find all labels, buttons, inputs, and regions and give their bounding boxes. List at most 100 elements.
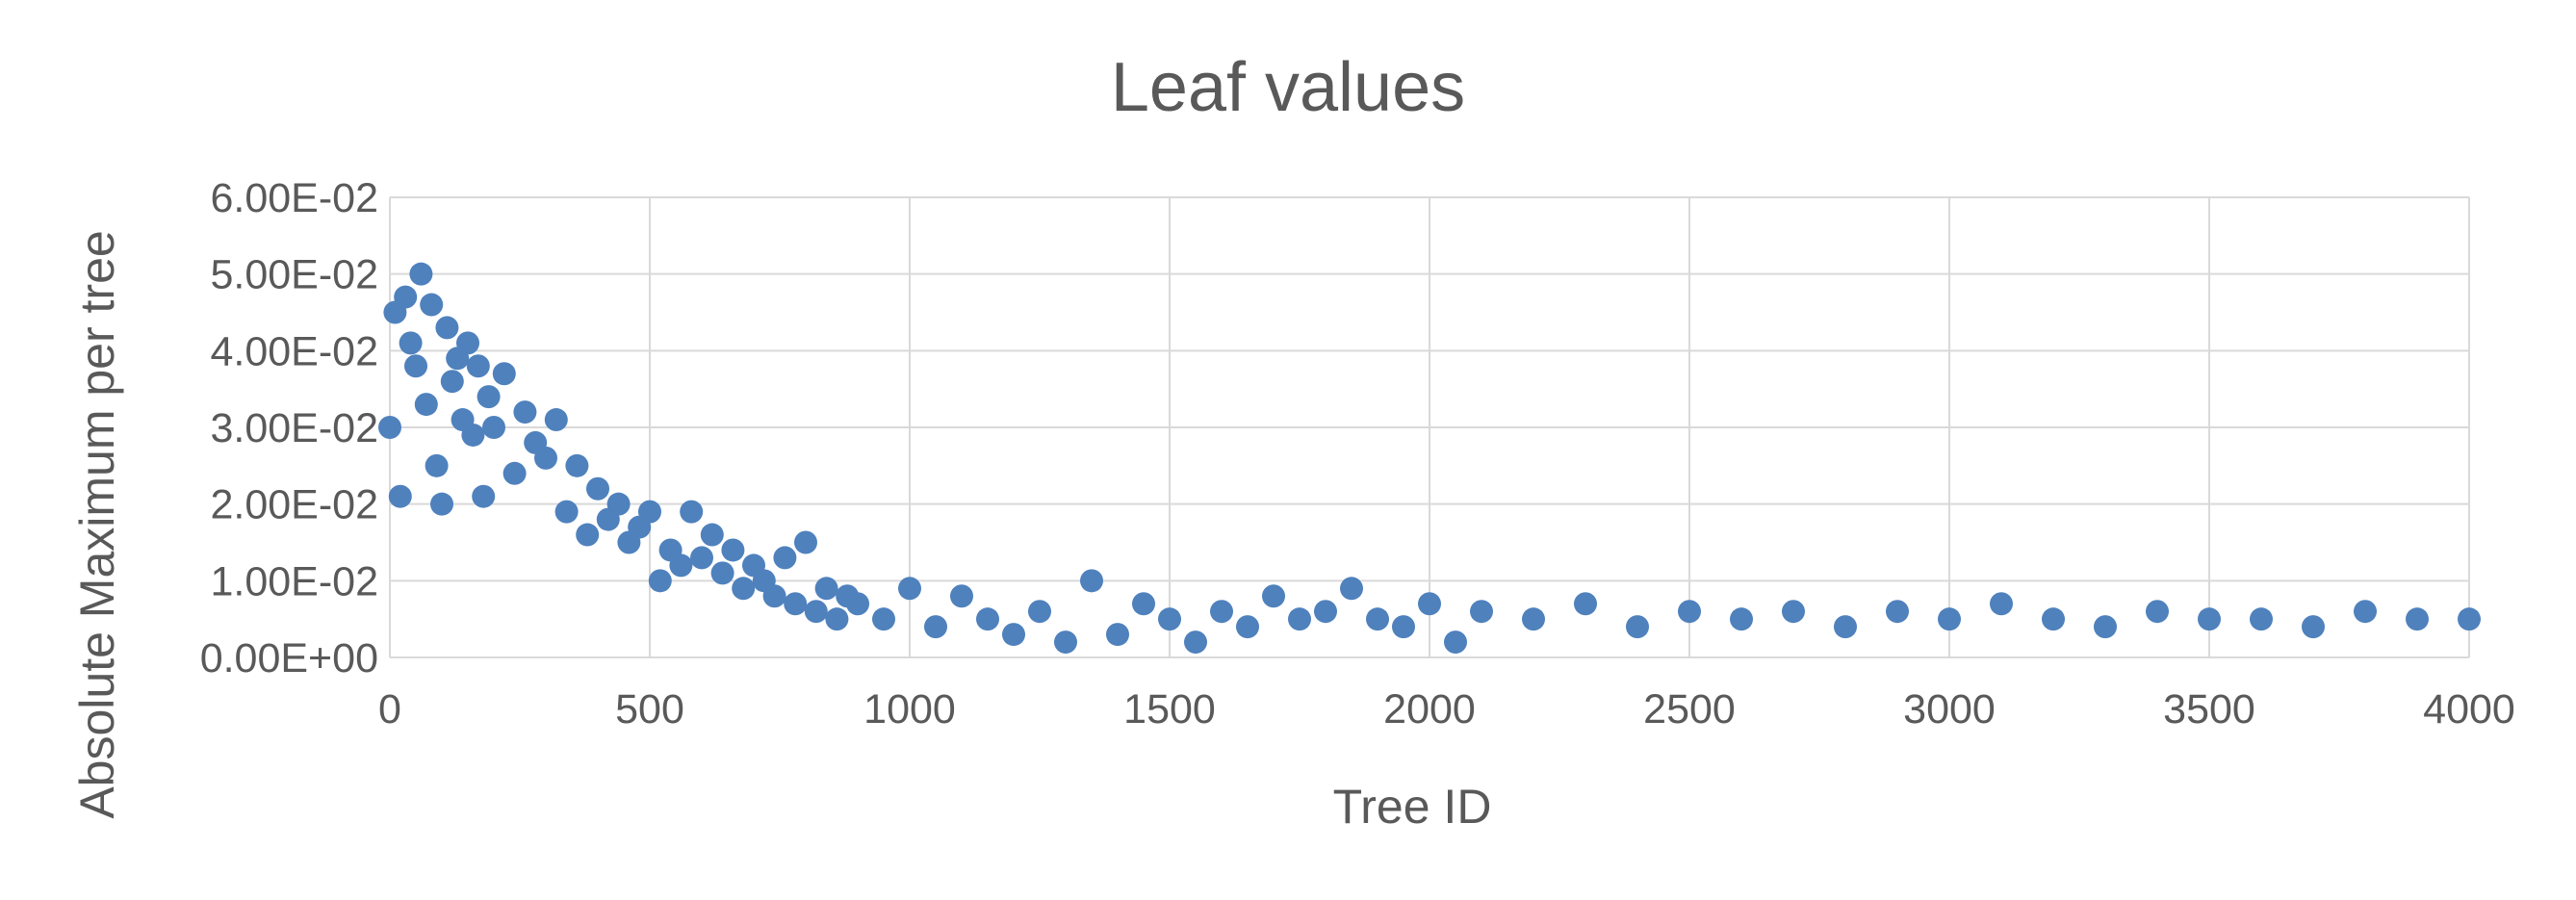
data-point — [794, 530, 817, 554]
data-point — [440, 370, 464, 394]
data-point — [472, 484, 496, 508]
data-point — [2302, 615, 2325, 639]
data-point — [1288, 607, 1311, 631]
data-point — [409, 262, 433, 286]
data-point — [2146, 600, 2169, 624]
data-point — [388, 484, 412, 508]
data-point — [456, 331, 479, 355]
y-tick-label: 5.00E-02 — [210, 252, 378, 298]
data-point — [804, 600, 828, 624]
x-tick-label: 2000 — [1383, 686, 1476, 733]
chart-title: Leaf values — [1111, 49, 1465, 126]
y-axis-tick-labels: 0.00E+00 1.00E-02 2.00E-02 3.00E-02 4.00E-02… — [200, 175, 378, 681]
data-point — [638, 500, 661, 524]
data-point — [1314, 600, 1337, 624]
data-point — [872, 607, 895, 631]
data-point — [2042, 607, 2065, 631]
data-point — [534, 446, 557, 470]
data-point — [2094, 615, 2117, 639]
data-points — [378, 262, 2481, 655]
data-point — [2250, 607, 2273, 631]
data-point — [513, 400, 537, 424]
y-tick-label: 4.00E-02 — [210, 328, 378, 374]
data-point — [710, 561, 734, 585]
data-point — [378, 416, 401, 439]
data-point — [898, 577, 921, 601]
data-point — [414, 393, 438, 417]
data-point — [762, 584, 786, 608]
x-tick-label: 3500 — [2163, 686, 2255, 733]
data-point — [576, 523, 600, 547]
data-point — [2198, 607, 2221, 631]
data-point — [394, 285, 418, 309]
y-axis-title: Absolute Maximum per tree — [70, 230, 124, 818]
y-tick-label: 0.00E+00 — [200, 635, 378, 681]
data-point — [950, 584, 973, 608]
data-point — [814, 577, 838, 601]
data-point — [554, 500, 579, 524]
data-point — [1574, 592, 1597, 616]
data-point — [1158, 607, 1181, 631]
x-tick-label: 2500 — [1643, 686, 1736, 733]
data-point — [1938, 607, 1961, 631]
data-point — [2458, 607, 2481, 631]
data-point — [721, 538, 745, 562]
data-point — [1782, 600, 1805, 624]
data-point — [680, 500, 704, 524]
data-point — [466, 354, 490, 378]
data-point — [482, 416, 505, 439]
data-point — [690, 546, 713, 570]
x-axis-title: Tree ID — [1333, 780, 1492, 834]
data-point — [1210, 600, 1233, 624]
data-point — [648, 569, 672, 593]
data-point — [404, 354, 427, 378]
data-point — [461, 423, 485, 447]
x-tick-label: 4000 — [2423, 686, 2515, 733]
data-point — [2406, 607, 2429, 631]
data-point — [1236, 615, 1259, 639]
data-point — [399, 331, 423, 355]
y-tick-label: 1.00E-02 — [210, 558, 378, 604]
data-point — [825, 607, 849, 631]
data-point — [1184, 630, 1207, 655]
data-point — [1444, 630, 1467, 655]
y-tick-label: 2.00E-02 — [210, 482, 378, 528]
data-point — [1366, 607, 1389, 631]
data-point — [420, 293, 444, 317]
data-point — [1626, 615, 1649, 639]
x-tick-label: 1000 — [863, 686, 956, 733]
data-point — [732, 577, 756, 601]
data-point — [606, 492, 631, 516]
data-point — [1002, 623, 1025, 647]
data-point — [1080, 569, 1103, 593]
data-point — [1340, 577, 1363, 601]
data-point — [1106, 623, 1129, 647]
x-tick-label: 0 — [378, 686, 401, 733]
data-point — [1990, 592, 2013, 616]
data-point — [773, 546, 797, 570]
data-point — [565, 453, 589, 477]
data-point — [1392, 615, 1415, 639]
data-point — [924, 615, 947, 639]
data-point — [1522, 607, 1545, 631]
data-point — [1730, 607, 1753, 631]
data-point — [846, 592, 869, 616]
data-point — [1470, 600, 1493, 624]
data-point — [1834, 615, 1857, 639]
data-point — [669, 553, 693, 578]
data-point — [1028, 600, 1051, 624]
y-tick-label: 6.00E-02 — [210, 175, 378, 221]
data-point — [1678, 600, 1701, 624]
data-point — [1132, 592, 1155, 616]
x-axis-tick-labels: 0 500 1000 1500 2000 2500 3000 3500 4000 — [378, 686, 2515, 733]
data-point — [435, 316, 459, 340]
x-tick-label: 3000 — [1903, 686, 1996, 733]
data-point — [586, 476, 609, 501]
data-point — [1262, 584, 1285, 608]
data-point — [700, 523, 724, 547]
x-tick-label: 500 — [615, 686, 684, 733]
data-point — [544, 408, 568, 432]
data-point — [2354, 600, 2377, 624]
data-point — [502, 461, 527, 485]
